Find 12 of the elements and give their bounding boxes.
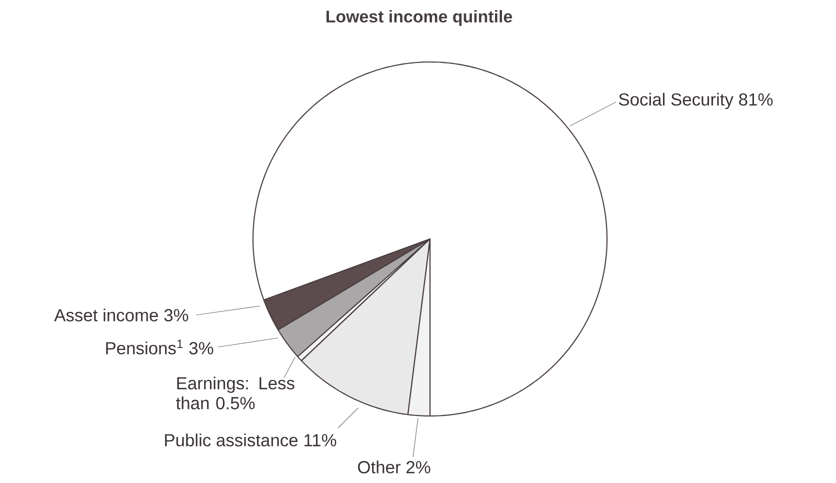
slice-label: Other (358, 460, 401, 474)
slice-label: Asset income (54, 308, 158, 322)
slice-label: Earnings: Less than 0.5% (176, 376, 294, 410)
data-label: 3% (189, 342, 214, 354)
slice-label: Public assistance (165, 434, 298, 446)
data-label: 11% (304, 434, 336, 446)
chart-title: Lowest income quintile (326, 10, 512, 26)
slice-label: Pensions$^{1}$ (106, 340, 183, 354)
data-label: 3% (164, 309, 188, 322)
data-label: 2% (406, 461, 430, 474)
slice-label: Social Security (618, 92, 734, 110)
data-label: 81% (739, 93, 773, 106)
